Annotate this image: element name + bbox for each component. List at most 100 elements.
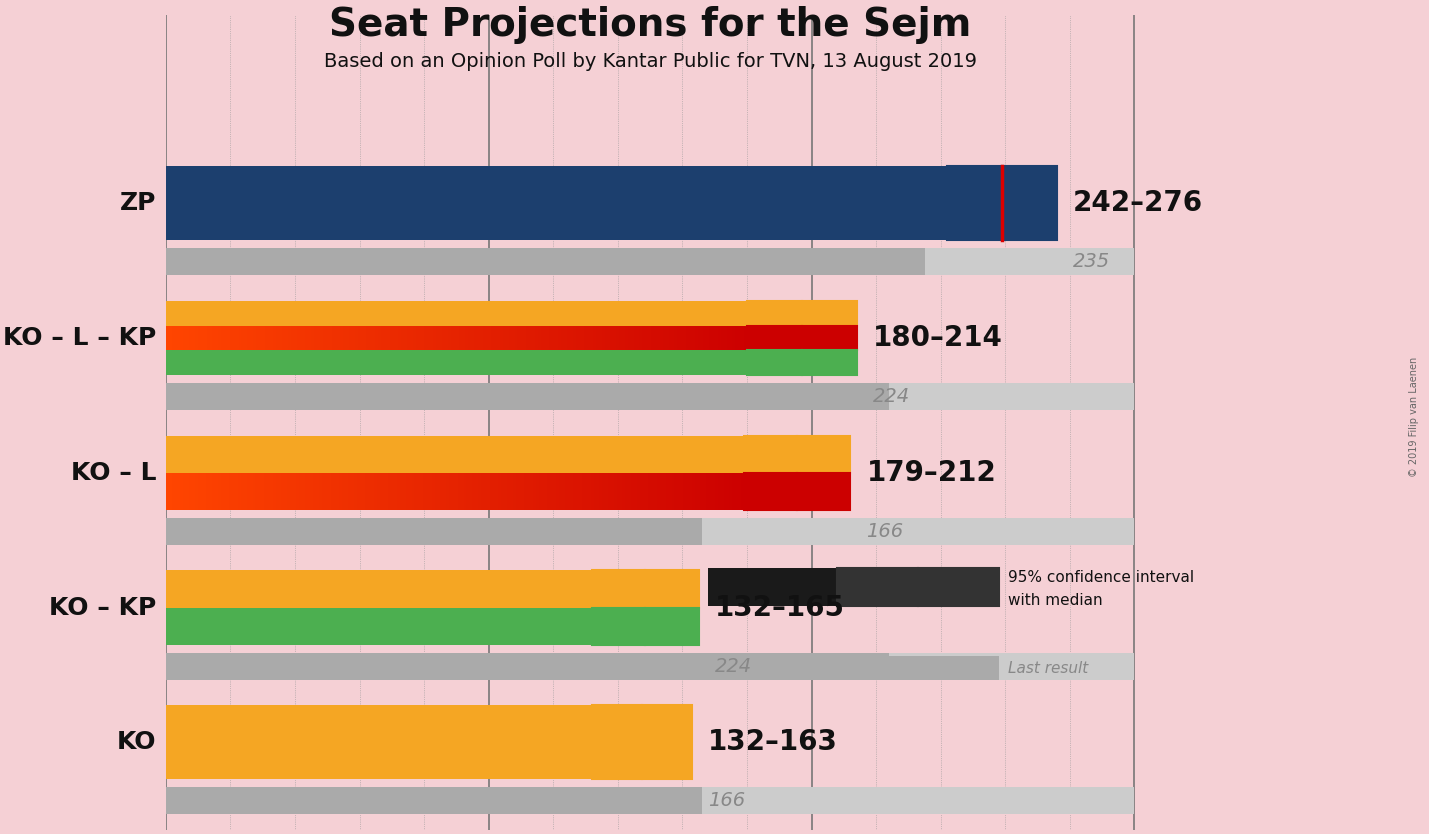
Bar [437, 473, 440, 510]
Bar [393, 326, 396, 350]
Bar [447, 326, 450, 350]
Bar [624, 326, 627, 350]
Bar [512, 326, 514, 350]
Bar [304, 473, 307, 510]
Bar [354, 473, 357, 510]
Bar [540, 326, 543, 350]
Bar [166, 787, 1135, 814]
Bar [487, 473, 490, 510]
Bar [837, 656, 999, 681]
Bar [599, 326, 602, 350]
Bar [646, 326, 649, 350]
Bar [177, 326, 180, 350]
Bar [166, 473, 169, 510]
Bar [242, 326, 244, 350]
Bar [366, 326, 369, 350]
Bar [593, 473, 596, 510]
Bar [342, 473, 344, 510]
Text: 235: 235 [1073, 253, 1110, 271]
Bar [404, 326, 407, 350]
Bar [700, 473, 703, 510]
Bar [352, 326, 354, 350]
Text: Seat Projections for the Sejm: Seat Projections for the Sejm [329, 7, 972, 44]
Bar [382, 326, 384, 350]
Bar [567, 326, 570, 350]
Bar [392, 473, 394, 510]
Bar [402, 326, 404, 350]
Bar [294, 326, 297, 350]
Bar [406, 473, 409, 510]
Bar [697, 473, 700, 510]
Bar [643, 473, 646, 510]
Bar [723, 326, 726, 350]
Bar [523, 326, 526, 350]
Bar [233, 326, 236, 350]
Bar [186, 473, 189, 510]
Bar [374, 326, 379, 350]
Bar [374, 473, 377, 510]
Bar [322, 473, 324, 510]
Bar [474, 326, 477, 350]
Bar [740, 473, 743, 510]
Text: © 2019 Filip van Laenen: © 2019 Filip van Laenen [1409, 357, 1419, 477]
Bar [669, 473, 672, 510]
Bar [324, 473, 327, 510]
Bar [649, 326, 652, 350]
Text: 242–276: 242–276 [1073, 189, 1203, 218]
Bar [256, 326, 259, 350]
Bar [317, 326, 320, 350]
Bar [459, 326, 462, 350]
Bar [327, 473, 330, 510]
Bar [694, 326, 697, 350]
Bar [166, 607, 592, 645]
Bar [497, 326, 500, 350]
Bar [259, 473, 262, 510]
Bar [720, 326, 723, 350]
Bar [587, 326, 590, 350]
Bar [276, 326, 279, 350]
Bar [747, 301, 857, 326]
Bar [714, 473, 717, 510]
Bar [200, 473, 203, 510]
Bar [386, 473, 389, 510]
Bar [553, 326, 556, 350]
Bar [703, 473, 706, 510]
Bar [802, 301, 857, 326]
Bar [420, 473, 423, 510]
Bar [377, 473, 380, 510]
Bar [330, 473, 333, 510]
Bar [660, 473, 663, 510]
Bar [276, 473, 279, 510]
Bar [602, 326, 604, 350]
Bar [189, 326, 191, 350]
Bar [544, 473, 547, 510]
Bar [579, 473, 582, 510]
Bar [224, 473, 227, 510]
Bar [592, 706, 642, 779]
Bar [529, 326, 532, 350]
Bar [253, 473, 256, 510]
Bar [797, 435, 850, 473]
Bar [432, 473, 434, 510]
Bar [171, 473, 174, 510]
Bar [422, 326, 424, 350]
Bar [652, 326, 654, 350]
Bar [627, 326, 630, 350]
Bar [652, 473, 654, 510]
Bar [663, 473, 666, 510]
Bar [250, 326, 253, 350]
Bar [654, 473, 657, 510]
Bar [409, 473, 412, 510]
Bar [389, 473, 392, 510]
Bar [180, 326, 183, 350]
Bar [514, 326, 517, 350]
Bar [472, 473, 474, 510]
Bar [502, 473, 504, 510]
Bar [433, 326, 436, 350]
Bar [643, 326, 646, 350]
Bar [412, 473, 414, 510]
Bar [244, 473, 247, 510]
Bar [489, 326, 492, 350]
Bar [527, 473, 530, 510]
Bar [282, 326, 284, 350]
